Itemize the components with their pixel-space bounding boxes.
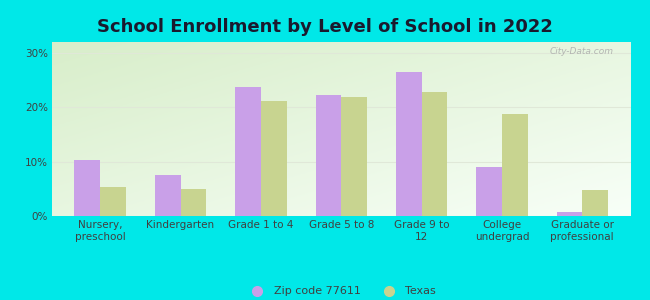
Bar [75, 160, 100, 216]
Bar [235, 87, 261, 216]
Legend: Zip code 77611, Texas: Zip code 77611, Texas [242, 282, 441, 300]
Bar [396, 72, 422, 216]
Bar [155, 175, 181, 216]
Bar [502, 114, 528, 216]
Bar [181, 189, 206, 216]
Bar [341, 97, 367, 216]
Bar [315, 95, 341, 216]
Text: City-Data.com: City-Data.com [549, 47, 613, 56]
Text: School Enrollment by Level of School in 2022: School Enrollment by Level of School in … [97, 18, 553, 36]
Bar [582, 190, 608, 216]
Bar [422, 92, 447, 216]
Bar [476, 167, 502, 216]
Bar [100, 187, 126, 216]
Bar [556, 212, 582, 216]
Bar [261, 101, 287, 216]
